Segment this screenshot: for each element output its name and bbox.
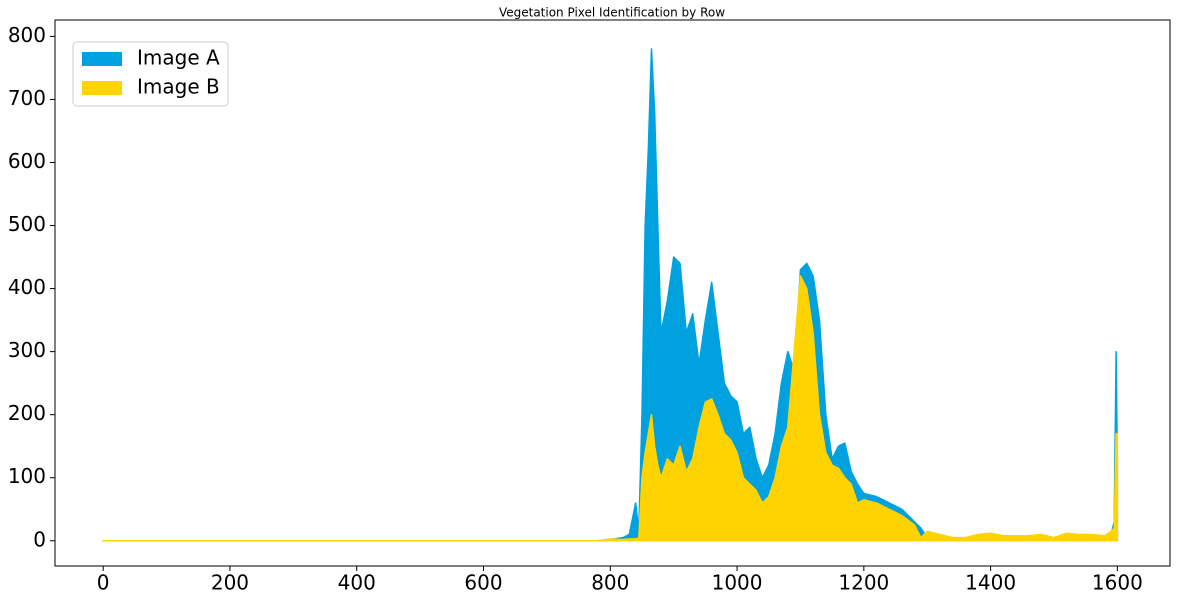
- y-tick-label: 0: [33, 527, 46, 551]
- area: [102, 275, 1119, 542]
- x-tick-label: 400: [338, 571, 376, 595]
- x-tick-label: 800: [591, 571, 629, 595]
- area: [102, 48, 1119, 542]
- x-tick-label: 0: [97, 571, 110, 595]
- chart-title: Vegetation Pixel Identification by Row: [499, 6, 725, 20]
- y-tick-label: 600: [8, 149, 46, 173]
- legend-label: Image A: [137, 46, 220, 70]
- x-tick-label: 600: [464, 571, 502, 595]
- plot-frame: [54, 19, 1171, 567]
- x-tick-label: 200: [211, 571, 249, 595]
- legend-label: Image B: [137, 75, 220, 99]
- y-tick-label: 100: [8, 464, 46, 488]
- legend-swatch: [82, 81, 122, 95]
- x-tick-label: 1000: [712, 571, 763, 595]
- x-tick-label: 1600: [1092, 571, 1143, 595]
- legend-swatch: [82, 52, 122, 66]
- y-tick-label: 800: [8, 23, 46, 47]
- y-tick-label: 400: [8, 275, 46, 299]
- y-tick-label: 500: [8, 212, 46, 236]
- x-tick-label: 1400: [965, 571, 1016, 595]
- y-tick-label: 700: [8, 86, 46, 110]
- y-tick-label: 200: [8, 401, 46, 425]
- x-tick-label: 1200: [838, 571, 889, 595]
- y-tick-label: 300: [8, 338, 46, 362]
